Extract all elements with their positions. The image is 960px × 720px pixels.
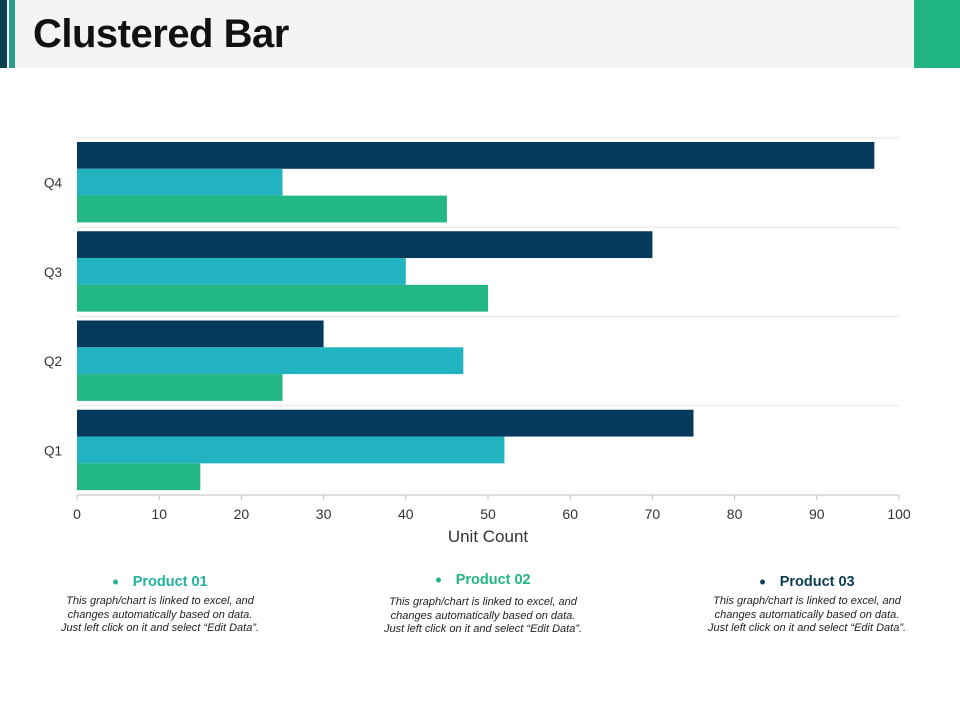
y-tick-label: Q2 xyxy=(44,354,62,369)
legend-description: This graph/chart is linked to excel, and… xyxy=(383,596,583,635)
legend-bullet-icon: • xyxy=(112,572,119,592)
bar-q2-product-02 xyxy=(77,347,464,375)
x-tick-label: 70 xyxy=(645,506,661,522)
legend-label: Product 02 xyxy=(455,572,531,588)
x-axis-title: Unit Count xyxy=(448,527,529,546)
page-title: Clustered Bar xyxy=(33,12,289,56)
legend-item-product-01: • Product 01 This graph/chart is linked … xyxy=(50,571,270,636)
x-tick-label: 0 xyxy=(73,506,81,522)
x-tick-label: 40 xyxy=(398,506,414,522)
y-tick-label: Q4 xyxy=(44,176,63,191)
x-tick-label: 80 xyxy=(727,506,743,522)
slide-header: Clustered Bar xyxy=(0,0,960,68)
legend-description: This graph/chart is linked to excel, and… xyxy=(707,595,907,634)
bar-q3-product-03 xyxy=(77,231,653,259)
bar-q2-product-03 xyxy=(77,320,324,348)
bar-q1-product-03 xyxy=(77,409,694,437)
header-accent-right xyxy=(914,0,960,68)
header-accent-teal xyxy=(9,0,15,68)
legend-label: Product 01 xyxy=(132,574,208,590)
legend-description: This graph/chart is linked to excel, and… xyxy=(60,595,260,634)
header-accent-dark xyxy=(0,0,7,68)
legend-label: Product 03 xyxy=(779,574,855,590)
legend-bullet-icon: • xyxy=(759,572,766,592)
legend-bullet-icon: • xyxy=(435,570,442,590)
x-tick-label: 50 xyxy=(480,506,496,522)
bar-q4-product-02 xyxy=(77,168,283,196)
x-tick-label: 20 xyxy=(234,506,250,522)
x-tick-label: 60 xyxy=(562,506,578,522)
bar-q1-product-01 xyxy=(77,463,201,491)
bar-q3-product-01 xyxy=(77,284,488,312)
x-tick-label: 100 xyxy=(887,506,911,522)
x-tick-label: 90 xyxy=(809,506,825,522)
y-tick-label: Q1 xyxy=(44,443,62,458)
bar-q4-product-03 xyxy=(77,142,875,169)
legend-item-product-03: • Product 03 This graph/chart is linked … xyxy=(697,571,917,636)
x-tick-label: 30 xyxy=(316,506,332,522)
bar-q1-product-02 xyxy=(77,436,505,464)
bar-q3-product-02 xyxy=(77,258,406,285)
clustered-bar-chart: Q1 Q2 Q3 Q4 0 10 20 30 40 50 60 70 80 90 100 Unit Count xyxy=(44,137,911,546)
bar-q2-product-01 xyxy=(77,374,283,401)
legend-item-product-02: • Product 02 This graph/chart is linked … xyxy=(373,569,593,637)
y-tick-label: Q3 xyxy=(44,265,62,280)
x-tick-label: 10 xyxy=(151,506,167,522)
bar-q4-product-01 xyxy=(77,195,447,223)
